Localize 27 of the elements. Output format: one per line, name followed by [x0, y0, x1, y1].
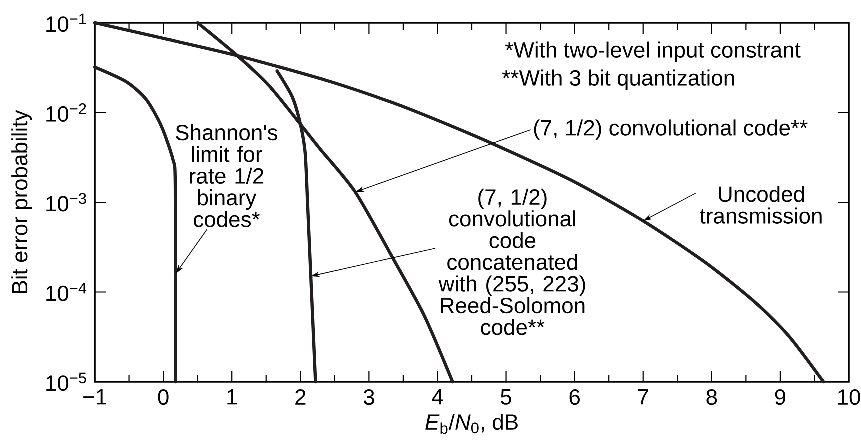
annotation: (7, 1/2) convolutional code concatenated with (255, 223) Reed-Solomon code** — [438, 188, 586, 336]
x-tick-label: 8 — [706, 390, 718, 406]
x-tick-label: 7 — [638, 390, 648, 405]
x-tick-label: 2 — [296, 390, 306, 405]
x-tick-label: 1 — [228, 390, 238, 405]
line-series — [93, 66, 178, 384]
x-tick-label: 4 — [432, 390, 444, 405]
x-axis-title: E$_{b}$/N$_{0}$, dB — [426, 414, 518, 434]
y-tick-label: 10$^{−5}$ — [46, 372, 86, 392]
x-tick-label: 5 — [501, 390, 512, 405]
y-tick-label: 10$^{−1}$ — [46, 14, 86, 32]
y-tick-label: 10$^{−2}$ — [46, 103, 86, 122]
y-tick-label: 10$^{−3}$ — [46, 193, 86, 212]
x-tick-label: 6 — [570, 390, 580, 406]
x-tick-label: −1 — [84, 390, 106, 405]
x-tick-label: 0 — [158, 390, 169, 406]
x-tick-label: 9 — [775, 390, 786, 406]
y-tick-label: 10$^{−4}$ — [46, 283, 87, 302]
y-axis-title: Bit error probability — [12, 110, 32, 293]
line-series — [93, 21, 826, 384]
annotation: **With 3 bit quantization — [502, 70, 734, 90]
annotation: (7, 1/2) convolutional code** — [534, 120, 808, 140]
annotation: Uncoded transmission — [700, 186, 822, 224]
annotation: Shannon's limit for rate 1/2 binary codes* — [176, 124, 278, 228]
x-tick-label: 3 — [364, 390, 374, 406]
annotation: *With two-level input constrant — [505, 42, 801, 62]
x-tick-label: 10 — [838, 390, 860, 406]
